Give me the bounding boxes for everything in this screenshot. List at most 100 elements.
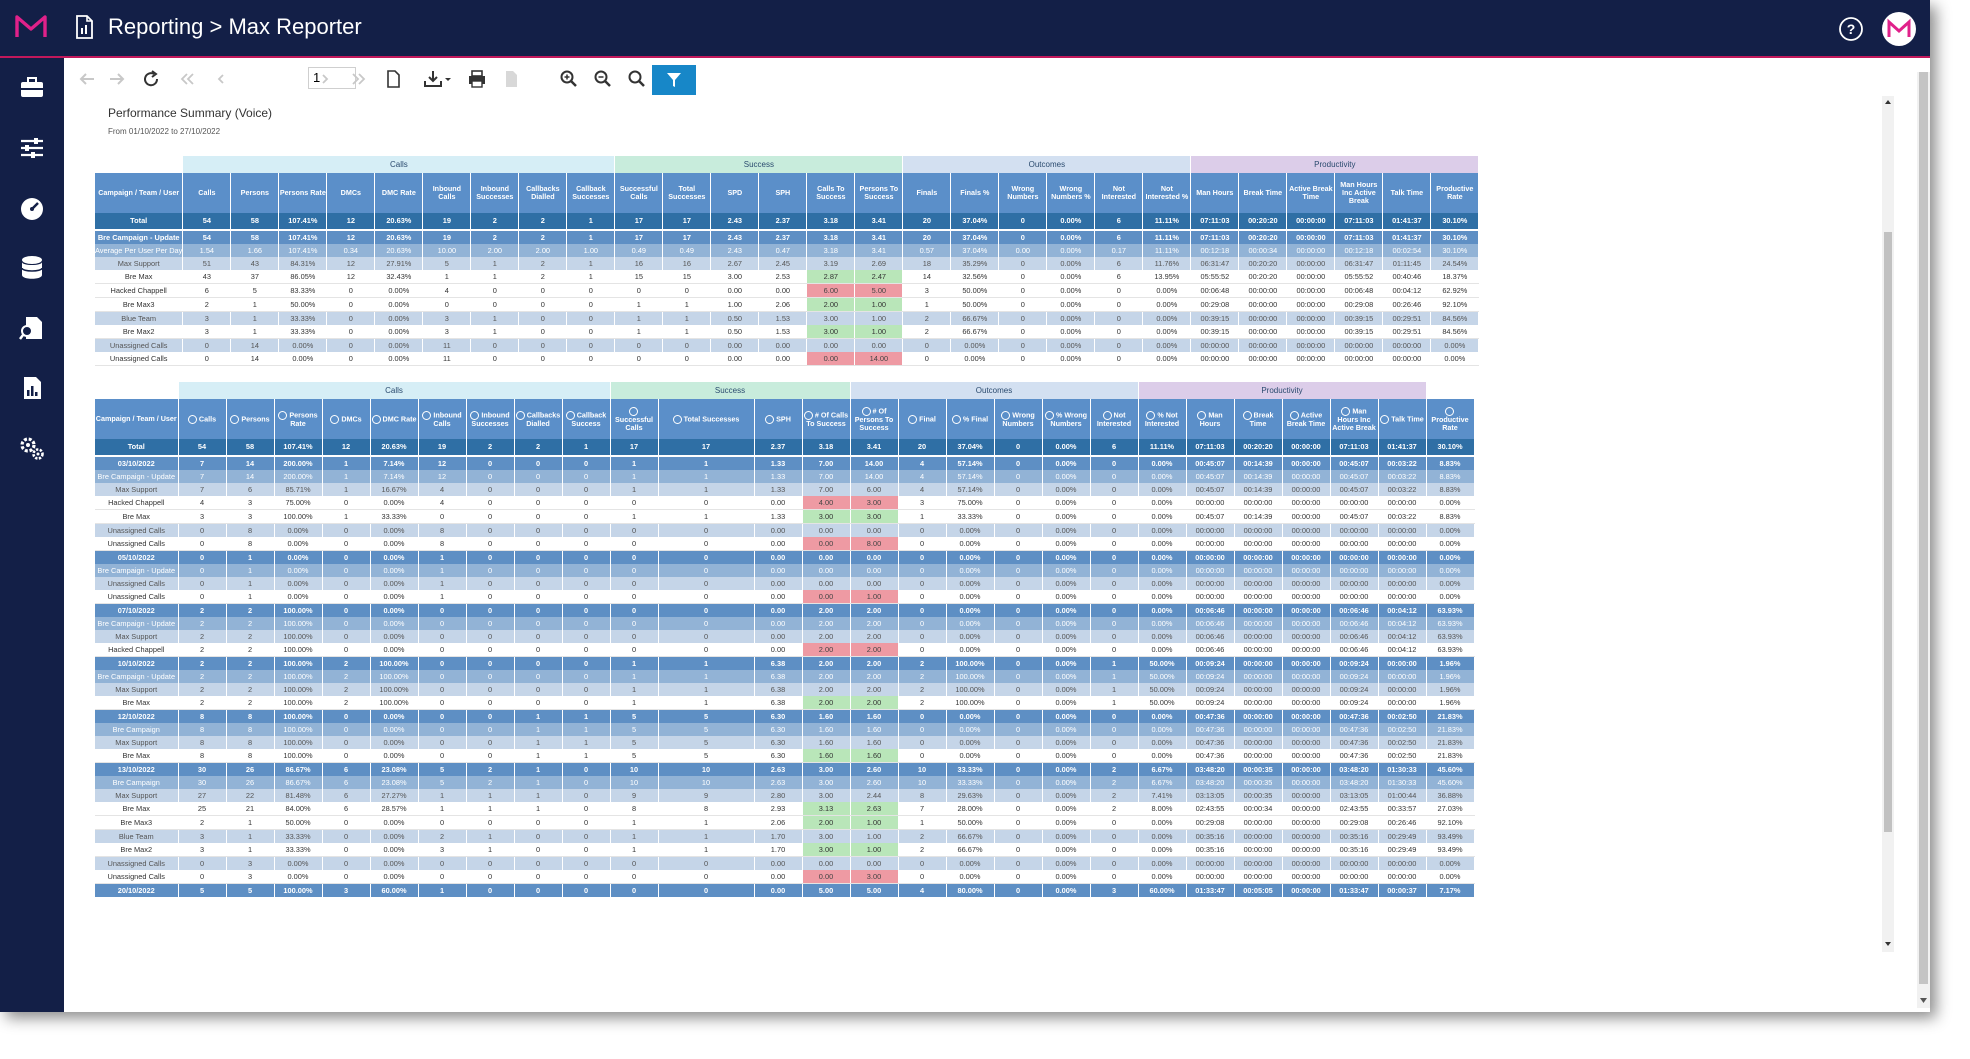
- dashboard-gauge-icon[interactable]: [18, 194, 46, 222]
- sort-circle-icon[interactable]: [278, 410, 288, 420]
- sort-circle-icon[interactable]: [908, 414, 918, 424]
- column-header[interactable]: Talk Time: [1378, 399, 1427, 439]
- column-header[interactable]: Inbound Successes: [466, 399, 515, 439]
- sort-circle-icon[interactable]: [230, 414, 240, 424]
- scrollbar-thumb[interactable]: [1884, 232, 1892, 832]
- column-header[interactable]: Persons To Success: [854, 173, 904, 213]
- column-header[interactable]: DMC Rate: [374, 173, 424, 213]
- column-header[interactable]: % Final: [946, 399, 995, 439]
- scroll-down-arrow-icon[interactable]: [1884, 940, 1892, 948]
- column-header[interactable]: Calls: [182, 173, 232, 213]
- sort-circle-icon[interactable]: [515, 410, 525, 420]
- sliders-icon[interactable]: [18, 134, 46, 162]
- column-header[interactable]: # Of Calls To Success: [802, 399, 851, 439]
- sort-circle-icon[interactable]: [565, 410, 575, 420]
- zoom-in-icon[interactable]: [558, 68, 580, 90]
- column-header[interactable]: Finals %: [950, 173, 1000, 213]
- column-header[interactable]: # Of Persons To Success: [850, 399, 899, 439]
- column-header[interactable]: Persons: [226, 399, 275, 439]
- column-header[interactable]: Man Hours Inc Active Break: [1330, 399, 1379, 439]
- last-page-icon[interactable]: [348, 68, 370, 90]
- page-scrollbar[interactable]: [1917, 72, 1930, 1008]
- sort-circle-icon[interactable]: [951, 414, 961, 424]
- column-header[interactable]: DMCs: [322, 399, 371, 439]
- sort-circle-icon[interactable]: [1242, 410, 1252, 420]
- column-header[interactable]: DMCs: [326, 173, 376, 213]
- brand-m-logo[interactable]: [14, 13, 48, 41]
- column-header[interactable]: Successful Calls: [610, 399, 659, 439]
- scroll-up-arrow-icon[interactable]: [1884, 98, 1892, 106]
- page-scroll-down-arrow-icon[interactable]: [1919, 996, 1928, 1005]
- refresh-icon[interactable]: [140, 68, 162, 90]
- column-header[interactable]: Active Break Time: [1282, 399, 1331, 439]
- column-header[interactable]: Wrong Numbers %: [1046, 173, 1096, 213]
- briefcase-icon[interactable]: [18, 74, 46, 102]
- previous-page-icon[interactable]: [210, 68, 232, 90]
- column-header[interactable]: Man Hours: [1190, 173, 1240, 213]
- report-chart-icon[interactable]: [18, 374, 46, 402]
- column-header[interactable]: Talk Time: [1382, 173, 1432, 213]
- sort-circle-icon[interactable]: [1380, 414, 1390, 424]
- column-header[interactable]: Final: [898, 399, 947, 439]
- report-scrollbar[interactable]: [1882, 96, 1894, 952]
- redo-arrow-icon[interactable]: [106, 68, 128, 90]
- column-header[interactable]: Callbacks Dialled: [518, 173, 568, 213]
- first-page-icon[interactable]: [176, 68, 198, 90]
- search-document-icon[interactable]: [18, 314, 46, 342]
- column-header[interactable]: Not Interested %: [1142, 173, 1192, 213]
- sort-circle-icon[interactable]: [765, 414, 775, 424]
- page-scrollbar-thumb[interactable]: [1919, 72, 1928, 984]
- column-header[interactable]: Break Time: [1238, 173, 1288, 213]
- column-header[interactable]: SPH: [758, 173, 808, 213]
- column-header[interactable]: Active Break Time: [1286, 173, 1336, 213]
- column-header[interactable]: SPD: [710, 173, 760, 213]
- column-header[interactable]: Callbacks Dialled: [514, 399, 563, 439]
- column-header[interactable]: Wrong Numbers: [998, 173, 1048, 213]
- column-header[interactable]: Not Interested: [1094, 173, 1144, 213]
- undo-arrow-icon[interactable]: [76, 68, 98, 90]
- page-setup-icon[interactable]: [500, 68, 522, 90]
- column-header[interactable]: Total Successes: [658, 399, 755, 439]
- column-header[interactable]: Man Hours Inc Active Break: [1334, 173, 1384, 213]
- column-header[interactable]: Inbound Successes: [470, 173, 520, 213]
- help-circle-icon[interactable]: ?: [1838, 16, 1864, 42]
- sort-circle-icon[interactable]: [187, 414, 197, 424]
- column-header[interactable]: Not Interested: [1090, 399, 1139, 439]
- next-page-icon[interactable]: [314, 68, 336, 90]
- sort-circle-icon[interactable]: [672, 414, 682, 424]
- sort-circle-icon[interactable]: [422, 410, 432, 420]
- column-header[interactable]: % Not Interested: [1138, 399, 1187, 439]
- column-header[interactable]: Callback Successes: [566, 173, 616, 213]
- column-header[interactable]: Calls: [178, 399, 227, 439]
- column-header[interactable]: Man Hours: [1186, 399, 1235, 439]
- user-avatar-icon[interactable]: [1882, 12, 1916, 46]
- column-header[interactable]: Campaign / Team / User: [95, 173, 184, 213]
- column-header[interactable]: Productive Rate: [1430, 173, 1480, 213]
- search-icon[interactable]: [626, 68, 648, 90]
- page-number-input[interactable]: 1: [308, 67, 356, 89]
- column-header[interactable]: Successful Calls: [614, 173, 664, 213]
- column-header[interactable]: DMC Rate: [370, 399, 419, 439]
- column-header[interactable]: Wrong Numbers: [994, 399, 1043, 439]
- column-header[interactable]: Break Time: [1234, 399, 1283, 439]
- column-header[interactable]: Campaign / Team / User: [95, 399, 179, 439]
- column-header[interactable]: Persons: [230, 173, 280, 213]
- column-header[interactable]: % Wrong Numbers: [1042, 399, 1091, 439]
- column-header[interactable]: SPH: [754, 399, 803, 439]
- filter-button[interactable]: [652, 65, 696, 95]
- column-header[interactable]: Calls To Success: [806, 173, 856, 213]
- document-page-icon[interactable]: [382, 68, 404, 90]
- column-header[interactable]: Productive Rate: [1426, 399, 1475, 439]
- column-header[interactable]: Inbound Calls: [418, 399, 467, 439]
- sort-circle-icon[interactable]: [330, 414, 340, 424]
- export-download-icon[interactable]: [422, 68, 452, 90]
- column-header[interactable]: Persons Rate: [278, 173, 328, 213]
- column-header[interactable]: Callback Success: [562, 399, 611, 439]
- sort-circle-icon[interactable]: [371, 414, 381, 424]
- column-header[interactable]: Finals: [902, 173, 952, 213]
- database-icon[interactable]: [18, 254, 46, 282]
- zoom-out-icon[interactable]: [592, 68, 614, 90]
- print-icon[interactable]: [466, 68, 488, 90]
- column-header[interactable]: Total Successes: [662, 173, 712, 213]
- column-header[interactable]: Persons Rate: [274, 399, 323, 439]
